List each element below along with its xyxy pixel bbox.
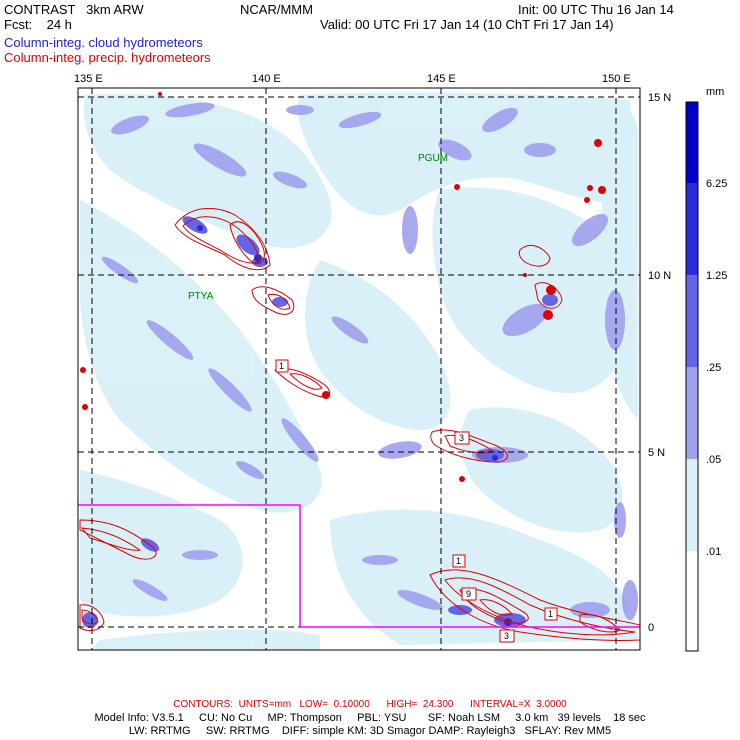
colorbar-swatch-4 <box>686 367 698 459</box>
contour-label: 3 <box>454 431 470 445</box>
colorbar-level: .05 <box>706 454 721 466</box>
model-info: Model Info: V3.5.1 CU: No Cu MP: Thompso… <box>94 712 646 724</box>
contour-label: 1 <box>452 554 466 568</box>
map-frame <box>77 87 641 651</box>
init-time: Init: 00 UTC Thu 16 Jan 14 <box>518 2 674 17</box>
model-info-physics: LW: RRTMG SW: RRTMG DIFF: simple KM: 3D … <box>128 725 612 737</box>
svg-text:9: 9 <box>466 589 471 599</box>
colorbar: mm 6.25 1.25 .25 .05 .01 <box>685 86 727 652</box>
svg-text:1: 1 <box>279 361 284 371</box>
svg-text:3: 3 <box>504 631 509 641</box>
forecast-hour: Fcst: 24 h <box>4 17 72 32</box>
svg-text:1: 1 <box>548 609 553 619</box>
station-pgum: PGUM <box>418 153 448 164</box>
lat-label-10n: 10 N <box>648 270 672 282</box>
colorbar-unit: mm <box>706 86 724 98</box>
colorbar-level: 1.25 <box>706 270 727 282</box>
colorbar-swatch-3 <box>686 275 698 367</box>
org-label: NCAR/MMM <box>240 2 313 17</box>
svg-text:1: 1 <box>456 556 461 566</box>
contour-label: 1 <box>544 607 558 621</box>
contour-label: 1 <box>275 359 289 373</box>
svg-text:3: 3 <box>459 433 464 443</box>
lat-label-15n: 15 N <box>648 92 672 104</box>
field-shading <box>78 88 640 650</box>
lat-label-0: 0 <box>648 622 655 634</box>
graticule <box>78 88 640 650</box>
colorbar-swatch-2 <box>686 183 698 275</box>
valid-time: Valid: 00 UTC Fri 17 Jan 14 (10 ChT Fri … <box>320 17 614 32</box>
colorbar-level: .01 <box>706 546 721 558</box>
colorbar-swatch-6 <box>686 551 698 651</box>
lat-label-5n: 5 N <box>648 447 666 459</box>
station-ptya: PTYA <box>188 291 214 302</box>
colorbar-swatch-1 <box>686 102 698 183</box>
colorbar-level: 6.25 <box>706 178 727 190</box>
colorbar-level: .25 <box>706 362 721 374</box>
contour-label: 3 <box>499 629 515 643</box>
lon-label-145: 145 E <box>427 73 456 85</box>
contour-info: CONTOURS: UNITS=mm LOW= 0.10000 HIGH= 24… <box>173 699 567 710</box>
lon-label-135: 135 E <box>74 73 103 85</box>
model-title: CONTRAST 3km ARW <box>4 2 144 17</box>
lon-label-150: 150 E <box>602 73 631 85</box>
inner-domain-box <box>78 504 640 628</box>
contour-label: 9 <box>461 587 477 601</box>
field-precip-label: Column-integ. precip. hydrometeors <box>4 50 211 65</box>
field-cloud-label: Column-integ. cloud hydrometeors <box>4 35 203 50</box>
lon-label-140: 140 E <box>252 73 281 85</box>
colorbar-swatch-5 <box>686 459 698 551</box>
